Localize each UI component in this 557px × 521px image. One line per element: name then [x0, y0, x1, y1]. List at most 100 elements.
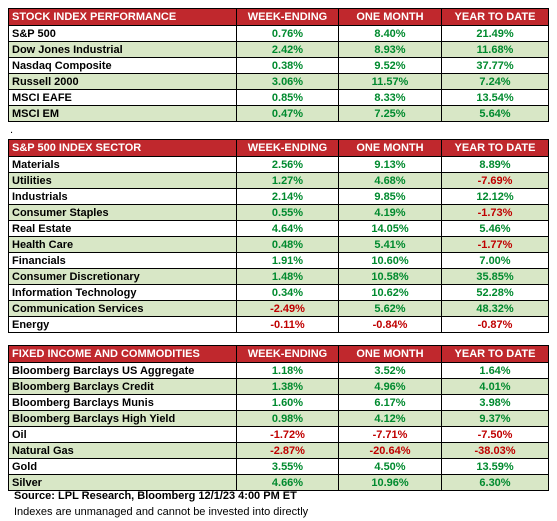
value-cell: 4.96%	[338, 378, 442, 395]
value-cell: 6.30%	[441, 474, 549, 491]
data-row: Russell 2000 3.06% 11.57% 7.24%	[8, 73, 549, 90]
column-header: ONE MONTH	[338, 8, 442, 26]
value-cell: 5.41%	[338, 236, 442, 253]
row-label: Consumer Staples	[8, 204, 237, 221]
value-cell: 0.85%	[236, 89, 339, 106]
value-cell: 10.96%	[338, 474, 442, 491]
row-label: Oil	[8, 426, 237, 443]
value-cell: 0.47%	[236, 105, 339, 122]
value-cell: 7.00%	[441, 252, 549, 269]
row-label: Industrials	[8, 188, 237, 205]
value-cell: 4.50%	[338, 458, 442, 475]
row-label: Materials	[8, 156, 237, 173]
data-row: Nasdaq Composite 0.38% 9.52% 37.77%	[8, 57, 549, 74]
data-row: Gold 3.55% 4.50% 13.59%	[8, 458, 549, 475]
value-cell: 9.85%	[338, 188, 442, 205]
row-label: Dow Jones Industrial	[8, 41, 237, 58]
value-cell: 1.91%	[236, 252, 339, 269]
value-cell: -0.87%	[441, 316, 549, 333]
data-row: Bloomberg Barclays High Yield 0.98% 4.12% 9…	[8, 410, 549, 427]
row-label: MSCI EAFE	[8, 89, 237, 106]
value-cell: 0.76%	[236, 25, 339, 42]
value-cell: 5.62%	[338, 300, 442, 317]
data-table: S&P 500 INDEX SECTOR WEEK-ENDING ONE MONTH…	[8, 139, 549, 333]
data-row: Communication Services -2.49% 5.62% 48.32%	[8, 300, 549, 317]
column-header: WEEK-ENDING	[236, 8, 339, 26]
value-cell: 10.60%	[338, 252, 442, 269]
value-cell: 4.66%	[236, 474, 339, 491]
data-row: Consumer Staples 0.55% 4.19% -1.73%	[8, 204, 549, 221]
value-cell: 0.34%	[236, 284, 339, 301]
data-table: FIXED INCOME AND COMMODITIES WEEK-ENDING O…	[8, 345, 549, 491]
value-cell: 52.28%	[441, 284, 549, 301]
header-row: S&P 500 INDEX SECTOR WEEK-ENDING ONE MONTH…	[8, 139, 549, 157]
value-cell: 3.98%	[441, 394, 549, 411]
value-cell: -2.49%	[236, 300, 339, 317]
value-cell: -7.50%	[441, 426, 549, 443]
value-cell: 1.48%	[236, 268, 339, 285]
value-cell: 9.37%	[441, 410, 549, 427]
value-cell: 12.12%	[441, 188, 549, 205]
data-row: Real Estate 4.64% 14.05% 5.46%	[8, 220, 549, 237]
value-cell: 37.77%	[441, 57, 549, 74]
header-row: FIXED INCOME AND COMMODITIES WEEK-ENDING O…	[8, 345, 549, 363]
value-cell: 11.68%	[441, 41, 549, 58]
value-cell: 8.89%	[441, 156, 549, 173]
disclaimer: Indexes are unmanaged and cannot be inve…	[14, 506, 309, 518]
row-label: Bloomberg Barclays US Aggregate	[8, 362, 237, 379]
row-label: Nasdaq Composite	[8, 57, 237, 74]
data-row: Health Care 0.48% 5.41% -1.77%	[8, 236, 549, 253]
row-label: S&P 500	[8, 25, 237, 42]
data-row: Consumer Discretionary 1.48% 10.58% 35.85%	[8, 268, 549, 285]
value-cell: 0.55%	[236, 204, 339, 221]
row-label: Health Care	[8, 236, 237, 253]
separator: .	[10, 124, 14, 136]
value-cell: 8.93%	[338, 41, 442, 58]
value-cell: 8.33%	[338, 89, 442, 106]
row-label: Real Estate	[8, 220, 237, 237]
value-cell: 1.60%	[236, 394, 339, 411]
value-cell: 2.42%	[236, 41, 339, 58]
value-cell: -0.84%	[338, 316, 442, 333]
value-cell: 48.32%	[441, 300, 549, 317]
data-row: Materials 2.56% 9.13% 8.89%	[8, 156, 549, 173]
value-cell: 0.38%	[236, 57, 339, 74]
value-cell: -1.72%	[236, 426, 339, 443]
row-label: Gold	[8, 458, 237, 475]
row-label: Bloomberg Barclays Credit	[8, 378, 237, 395]
row-label: Consumer Discretionary	[8, 268, 237, 285]
value-cell: 9.52%	[338, 57, 442, 74]
value-cell: 0.98%	[236, 410, 339, 427]
column-header: ONE MONTH	[338, 139, 442, 157]
value-cell: 10.62%	[338, 284, 442, 301]
source-note: Source: LPL Research, Bloomberg 12/1/23 …	[14, 490, 297, 502]
data-row: Bloomberg Barclays US Aggregate 1.18% 3.52…	[8, 362, 549, 379]
value-cell: 10.58%	[338, 268, 442, 285]
value-cell: -1.77%	[441, 236, 549, 253]
data-row: Financials 1.91% 10.60% 7.00%	[8, 252, 549, 269]
data-row: Industrials 2.14% 9.85% 12.12%	[8, 188, 549, 205]
table-title: STOCK INDEX PERFORMANCE	[8, 8, 237, 26]
value-cell: 13.59%	[441, 458, 549, 475]
value-cell: 4.68%	[338, 172, 442, 189]
value-cell: 3.55%	[236, 458, 339, 475]
value-cell: 11.57%	[338, 73, 442, 90]
value-cell: 9.13%	[338, 156, 442, 173]
value-cell: -20.64%	[338, 442, 442, 459]
value-cell: -1.73%	[441, 204, 549, 221]
value-cell: 7.24%	[441, 73, 549, 90]
value-cell: 5.46%	[441, 220, 549, 237]
value-cell: 1.27%	[236, 172, 339, 189]
value-cell: 8.40%	[338, 25, 442, 42]
value-cell: 1.18%	[236, 362, 339, 379]
value-cell: 4.01%	[441, 378, 549, 395]
row-label: Natural Gas	[8, 442, 237, 459]
column-header: YEAR TO DATE	[441, 8, 549, 26]
row-label: Russell 2000	[8, 73, 237, 90]
row-label: Communication Services	[8, 300, 237, 317]
value-cell: 7.25%	[338, 105, 442, 122]
value-cell: 3.06%	[236, 73, 339, 90]
value-cell: 2.56%	[236, 156, 339, 173]
value-cell: 5.64%	[441, 105, 549, 122]
